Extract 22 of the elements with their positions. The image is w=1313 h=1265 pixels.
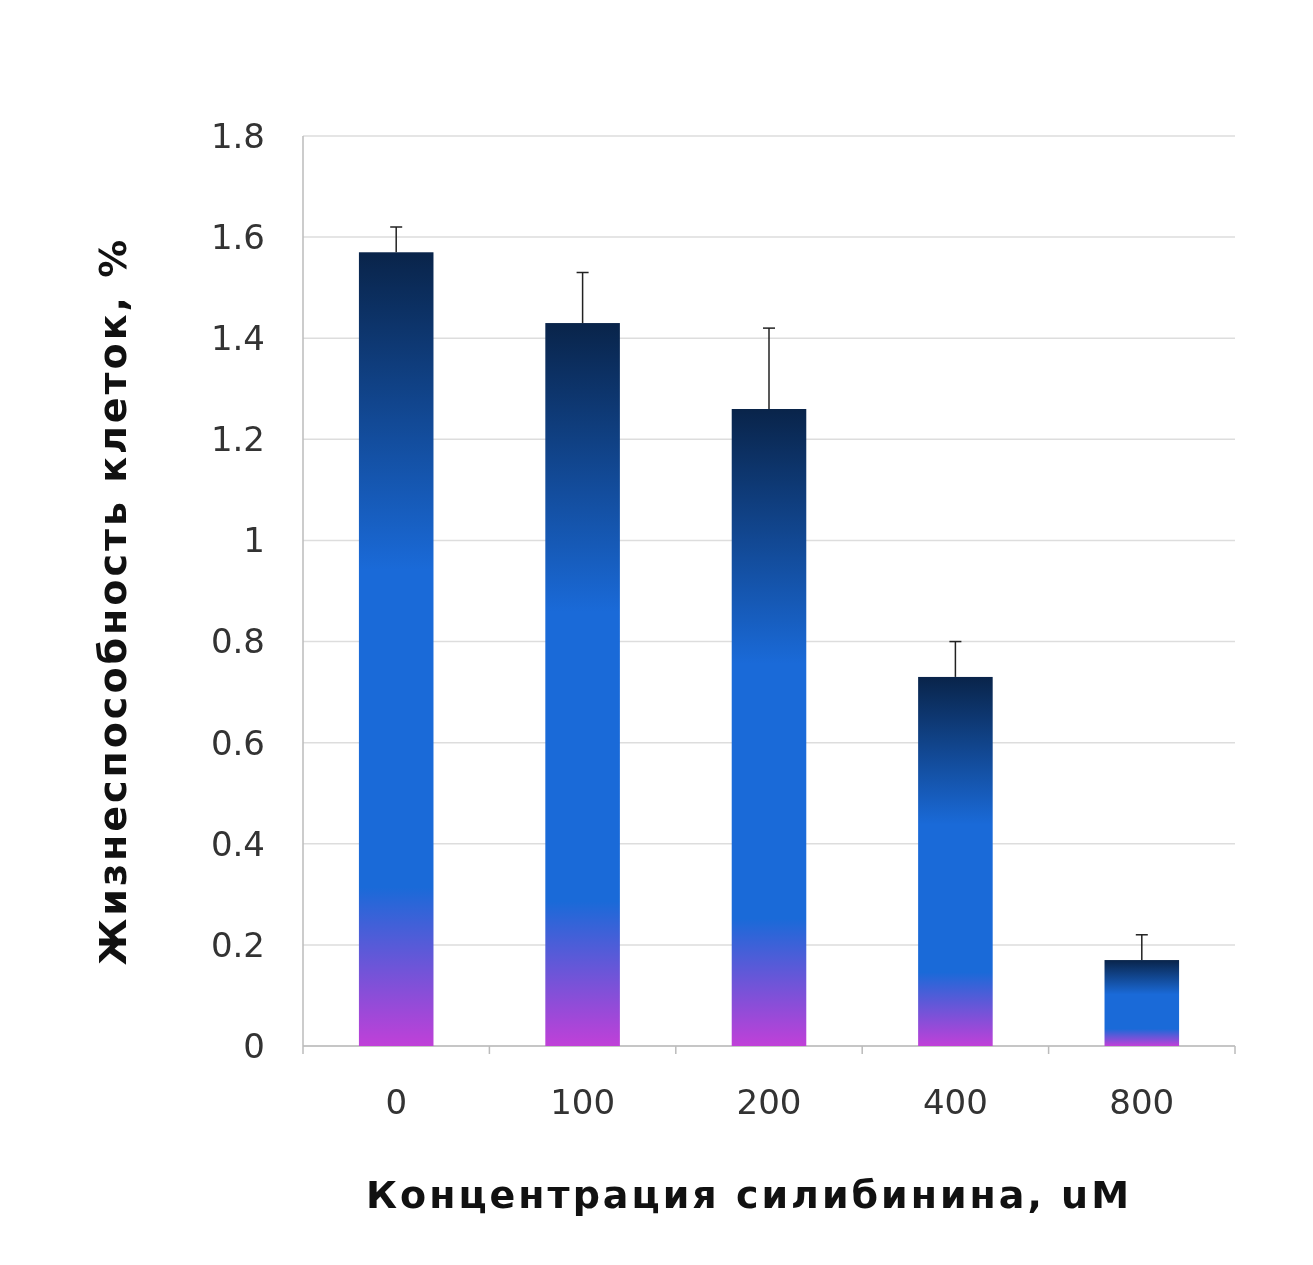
bar <box>918 676 993 1046</box>
x-axis-title: Концентрация силибинина, uM <box>366 1173 1132 1217</box>
bar <box>358 252 434 1046</box>
y-tick-label: 1 <box>243 520 265 561</box>
y-tick-label: 1.8 <box>210 115 265 156</box>
x-tick-label: 200 <box>736 1082 802 1122</box>
y-axis-title: Жизнеспособность клеток, % <box>91 236 135 966</box>
y-tick-label: 0 <box>243 1025 265 1066</box>
y-tick-label: 1.2 <box>210 419 265 460</box>
x-tick-label: 0 <box>385 1082 408 1122</box>
y-tick-label: 0.2 <box>210 924 265 965</box>
y-tick-label: 0.8 <box>210 621 265 662</box>
y-tick-label: 0.4 <box>210 823 265 864</box>
x-tick-label: 400 <box>922 1082 988 1122</box>
x-tick-label: 100 <box>550 1082 616 1122</box>
y-tick-label: 0.6 <box>210 722 265 763</box>
y-tick-label: 1.4 <box>210 318 265 359</box>
bar <box>545 323 620 1046</box>
bar <box>731 409 807 1046</box>
x-tick-label: 800 <box>1109 1082 1175 1122</box>
bar <box>1104 960 1180 1046</box>
y-tick-label: 1.6 <box>210 217 265 258</box>
